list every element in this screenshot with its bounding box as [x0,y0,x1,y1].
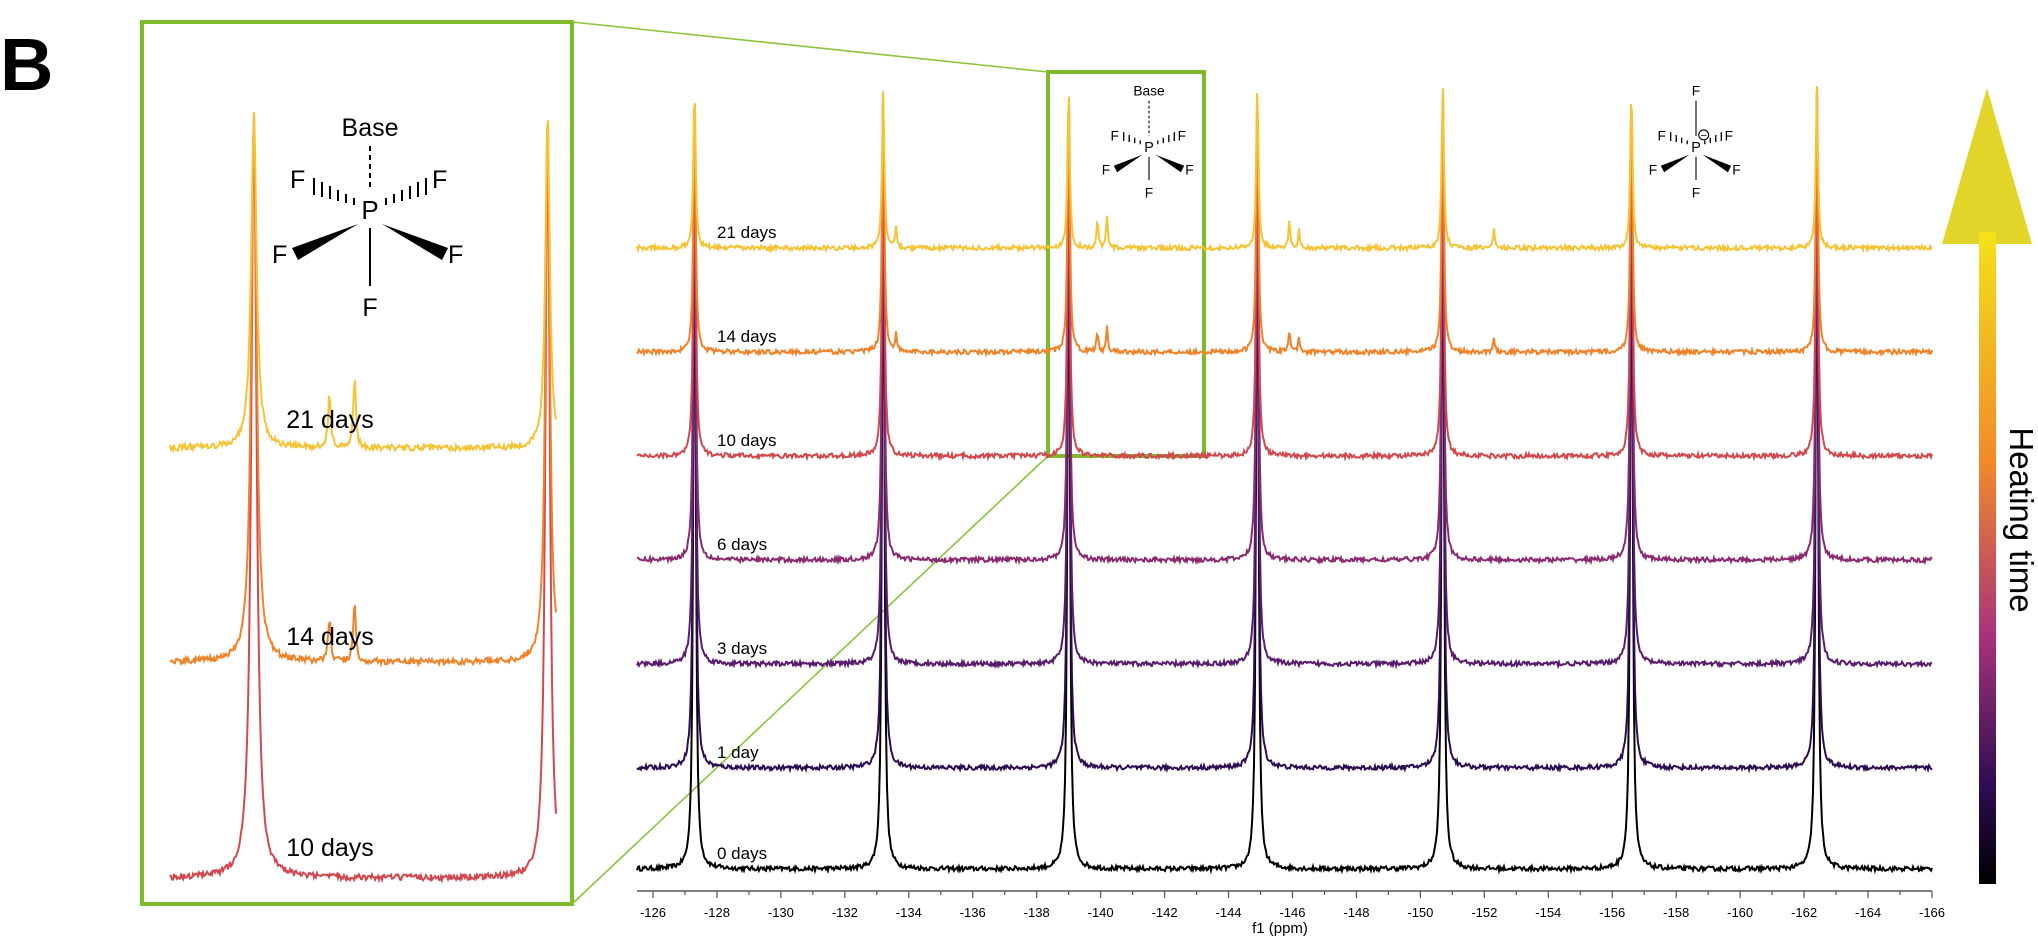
structure-small-base-label: Base [1133,83,1165,98]
gradient-axis-label: Heating time [2003,427,2038,612]
structure-small-f-ur: F [1178,128,1186,143]
x-tick-label: -140 [1088,905,1114,920]
x-axis: -126 -128 -130 -132 -134 -136 -138 -140 -142 -144… [637,890,1945,920]
series-line-14-days [636,86,1933,358]
series-label: 14 days [717,327,777,346]
pf6-f-ur: F [1725,128,1733,143]
inset-series-label: 10 days [286,834,374,862]
structure-small-f-bottom: F [1145,186,1153,201]
x-tick-label: -162 [1791,905,1817,920]
gradient-arrow-shaft [1979,232,1996,884]
wedge-bond-left-icon [1113,154,1143,173]
structure-f-bottom: F [362,294,377,322]
inset-series-label: 21 days [286,406,374,434]
hashed-bond-left-icon [313,178,355,205]
structure-small-f-ll: F [1102,163,1110,178]
x-tick-label: -126 [640,905,666,920]
series-label: 6 days [717,535,767,554]
series-label: 21 days [717,223,777,242]
gradient-arrow-head-icon [1942,88,2032,244]
x-tick-label: -136 [960,905,986,920]
x-tick-label: -156 [1599,905,1625,920]
structure-base-adduct-small: Base P F F F F F [1102,83,1194,200]
pf6-f-ul: F [1658,128,1666,143]
series-line-1-days [636,89,1933,774]
inset-frame [140,20,574,906]
x-tick-label: -130 [768,905,794,920]
series-line-6-days [636,90,1933,566]
x-axis-label: f1 (ppm) [1252,920,1308,937]
structure-small-f-lr: F [1185,163,1193,178]
series-label: 0 days [717,844,767,863]
hashed-bond-right-icon [1704,132,1722,145]
x-tick-label: -148 [1343,905,1369,920]
main-series-labels: 0 days 1 day 3 days 6 days 10 days 14 days 21 … [717,223,777,863]
structure-f-upper-right: F [432,166,447,194]
x-tick-label: -158 [1663,905,1689,920]
pf6-f-lr: F [1732,163,1740,178]
wedge-bond-right-icon [1702,154,1732,173]
structure-hexafluorophosphate: F P − F F F F F [1649,83,1741,200]
hashed-bond-left-icon [1670,132,1688,145]
structure-base-adduct-large: Base P F F F F F [272,114,463,322]
hashed-bond-left-icon [1123,132,1141,145]
inset-series-line [169,111,557,454]
structure-f-lower-left: F [272,241,287,269]
series-line-10-days [636,89,1933,462]
inset-series-labels: 10 days 14 days 21 days [286,406,374,862]
x-tick-label: -160 [1727,905,1753,920]
pf6-f-bottom: F [1692,186,1700,201]
inset-series-line [169,114,557,668]
pf6-f-top: F [1692,83,1700,98]
structure-small-center-atom: P [1144,140,1154,156]
x-tick-label: -128 [704,905,730,920]
x-tick-label: -166 [1919,905,1945,920]
x-tick-label: -150 [1407,905,1433,920]
pf6-charge: − [1700,130,1706,142]
inset-series-line [169,111,557,884]
structure-f-lower-right: F [448,241,463,269]
wedge-bond-right-icon [1155,154,1185,173]
series-line-0-days [636,89,1933,875]
structure-f-upper-left: F [290,166,305,194]
x-tick-label: -154 [1535,905,1561,920]
x-tick-label: -142 [1152,905,1178,920]
x-tick-label: -144 [1216,905,1242,920]
pf6-f-ll: F [1649,163,1657,178]
structure-center-atom: P [361,195,378,225]
heating-time-arrow: Heating time [1942,88,2038,884]
x-tick-label: -164 [1855,905,1881,920]
x-tick-label: -134 [896,905,922,920]
panel-label: B [0,23,53,106]
wedge-bond-left-icon [1660,154,1690,173]
series-label: 3 days [717,639,767,658]
structure-small-f-ul: F [1111,128,1119,143]
wedge-bond-right-icon [382,224,448,260]
series-line-3-days [636,90,1933,670]
main-spectra [636,86,1933,875]
hashed-bond-right-icon [1157,132,1175,145]
structure-base-label: Base [342,114,399,142]
zoom-connector-bottom [571,455,1049,905]
series-label: 1 day [717,743,759,762]
series-label: 10 days [717,431,777,450]
series-line-21-days [636,86,1933,254]
charge-circle-icon [1698,129,1710,141]
x-tick-label: -132 [832,905,858,920]
x-tick-label: -146 [1279,905,1305,920]
zoom-connector-top [571,21,1049,73]
x-tick-label: -138 [1024,905,1050,920]
pf6-center-atom: P [1691,140,1701,156]
inset-spectra [169,111,557,884]
inset-series-label: 14 days [286,623,374,651]
hashed-bond-right-icon [385,178,427,205]
wedge-bond-left-icon [292,224,358,260]
x-tick-label: -152 [1471,905,1497,920]
